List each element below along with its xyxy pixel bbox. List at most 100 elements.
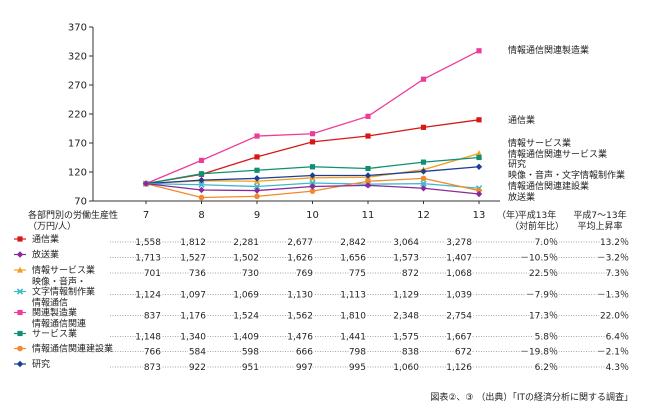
data-point xyxy=(254,133,260,139)
table-cell: 1,713 xyxy=(135,254,161,264)
table-cell: 1,409 xyxy=(233,333,259,343)
data-point xyxy=(198,157,205,163)
data-point xyxy=(254,193,260,200)
x-tick-label: 7 xyxy=(143,210,149,221)
table-cell: 3,064 xyxy=(393,238,419,248)
table-cell: 775 xyxy=(349,269,366,279)
data-point xyxy=(365,133,371,139)
table-legend-marker xyxy=(17,309,23,316)
table-cell: 951 xyxy=(242,363,259,373)
table-row-label: 関連製造業 xyxy=(32,307,77,319)
data-point xyxy=(420,124,427,130)
x-tick-label: 10 xyxy=(306,210,319,221)
series-line xyxy=(145,50,480,185)
y-tick-label: 320 xyxy=(68,52,87,63)
table-cell: 1,176 xyxy=(180,312,206,322)
table-row-label: 研究 xyxy=(32,358,50,370)
table-cell: 1,524 xyxy=(233,312,259,322)
table-cell: 1,130 xyxy=(287,291,313,301)
header-yoy-line2: （対前年比） xyxy=(510,220,564,232)
table-row-label: 文字情報制作業 xyxy=(32,286,95,298)
table-cell: 2,754 xyxy=(446,312,472,322)
data-point xyxy=(420,185,427,192)
data-point xyxy=(365,113,371,119)
data-point xyxy=(476,117,482,123)
data-point xyxy=(198,181,205,188)
table-legend-marker xyxy=(17,330,23,337)
table-cell: 1,667 xyxy=(446,333,472,343)
data-point xyxy=(475,190,483,198)
data-point xyxy=(253,187,261,194)
data-point xyxy=(476,48,482,54)
table-avg-cell: 13.2％ xyxy=(600,237,629,248)
table-row-label: 情報通信関連 xyxy=(32,318,86,330)
data-point xyxy=(142,180,150,187)
table-cell: 1,441 xyxy=(340,333,366,343)
table-cell: 1,527 xyxy=(180,254,206,264)
series-end-label: 情報通信関連建設業 xyxy=(508,180,589,192)
table-yoy-cell: 5.8％ xyxy=(535,332,558,343)
table-cell: 837 xyxy=(144,312,161,322)
table-cell: 1,562 xyxy=(287,312,313,322)
x-unit-label: （年） xyxy=(497,209,524,221)
table-cell: 584 xyxy=(189,348,206,358)
series-end-label: 映像・音声・文字情報制作業 xyxy=(508,169,625,181)
data-point xyxy=(420,175,427,182)
table-cell: 1,810 xyxy=(340,312,366,322)
table-cell: 872 xyxy=(402,269,419,279)
table-cell: 1,068 xyxy=(446,269,472,279)
table-cell: 672 xyxy=(455,348,472,358)
x-tick-label: 13 xyxy=(473,210,486,221)
table-yoy-cell: －10.5％ xyxy=(520,253,558,264)
x-tick-label: 8 xyxy=(198,210,204,221)
y-tick-label: 370 xyxy=(68,23,87,34)
table-avg-cell: －1.3％ xyxy=(597,290,629,301)
series-end-label: 研究 xyxy=(508,158,526,170)
table-cell: 1,340 xyxy=(180,333,206,343)
data-point xyxy=(420,168,427,175)
data-point xyxy=(309,139,316,145)
y-tick-label: 120 xyxy=(68,168,87,179)
table-legend-marker xyxy=(16,288,24,295)
y-axis-label: 各部門別の労働生産性 xyxy=(28,209,118,221)
table-cell: 1,113 xyxy=(340,291,366,301)
table-cell: 1,039 xyxy=(446,291,472,301)
table-yoy-cell: 22.5％ xyxy=(529,268,558,279)
table-row-label: 通信業 xyxy=(32,233,59,245)
table-cell: 1,126 xyxy=(446,363,472,373)
table-cell: 1,626 xyxy=(287,254,313,264)
data-point xyxy=(475,163,483,170)
x-tick-label: 11 xyxy=(362,210,375,221)
data-point xyxy=(309,172,316,179)
table-row-label: 情報通信関連建設業 xyxy=(32,343,113,355)
table-cell: 1,129 xyxy=(393,291,419,301)
table-cell: 1,558 xyxy=(135,238,161,248)
table-cell: 2,842 xyxy=(340,238,366,248)
table-cell: 701 xyxy=(144,269,161,279)
x-tick-label: 12 xyxy=(417,210,430,221)
data-point xyxy=(309,164,316,170)
table-cell: 769 xyxy=(296,269,313,279)
y-axis-label: （万円/人） xyxy=(28,221,76,232)
table-row-label: 情報サービス業 xyxy=(32,264,95,276)
table-cell: 2,677 xyxy=(287,238,313,248)
table-cell: 997 xyxy=(296,363,313,373)
header-yoy-line1: 平成13年 xyxy=(518,209,556,221)
table-cell: 995 xyxy=(349,363,366,373)
y-tick-label: 170 xyxy=(68,139,87,150)
y-tick-label: 70 xyxy=(74,197,87,208)
table-cell: 730 xyxy=(242,269,259,279)
series-end-label: 情報通信関連製造業 xyxy=(508,44,589,56)
table-cell: 1,573 xyxy=(393,254,419,264)
table-avg-cell: 7.3％ xyxy=(606,268,629,279)
table-row-label: 情報通信 xyxy=(32,297,68,309)
table-row-label: サービス業 xyxy=(32,328,77,340)
series-end-label: 放送業 xyxy=(508,191,535,203)
table-cell: 666 xyxy=(296,348,313,358)
data-point xyxy=(476,187,482,194)
table-cell: 1,148 xyxy=(135,333,161,343)
data-point xyxy=(365,178,371,185)
table-cell: 1,502 xyxy=(233,254,259,264)
data-point xyxy=(254,167,260,173)
